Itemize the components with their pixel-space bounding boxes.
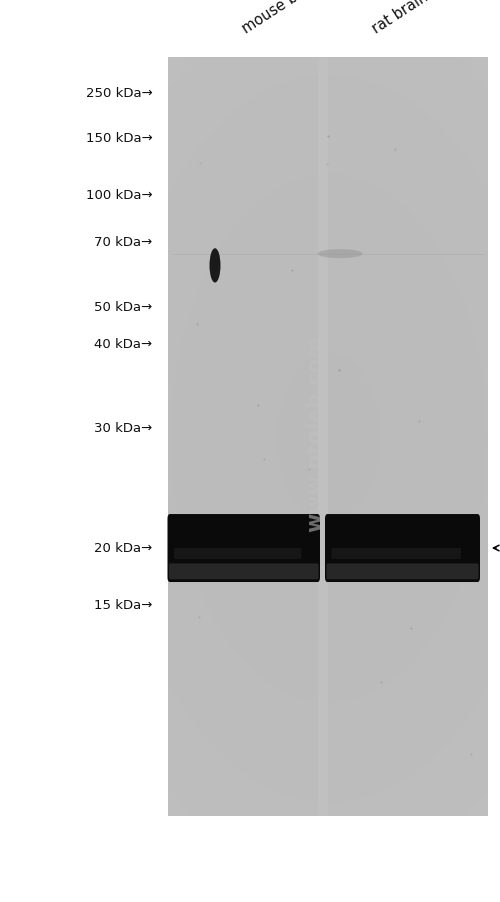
FancyBboxPatch shape — [326, 564, 478, 580]
Text: 70 kDa→: 70 kDa→ — [94, 236, 152, 249]
Text: 30 kDa→: 30 kDa→ — [94, 422, 152, 435]
FancyBboxPatch shape — [169, 564, 318, 580]
Text: rat brain: rat brain — [370, 0, 430, 36]
Ellipse shape — [210, 249, 220, 283]
Text: mouse brain: mouse brain — [240, 0, 324, 36]
Text: 15 kDa→: 15 kDa→ — [94, 598, 152, 611]
Text: 100 kDa→: 100 kDa→ — [86, 189, 152, 201]
Ellipse shape — [318, 250, 362, 259]
FancyBboxPatch shape — [168, 514, 320, 583]
Text: 250 kDa→: 250 kDa→ — [86, 87, 152, 99]
FancyBboxPatch shape — [332, 548, 461, 559]
Text: 150 kDa→: 150 kDa→ — [86, 132, 152, 144]
Text: 50 kDa→: 50 kDa→ — [94, 300, 152, 313]
Bar — [318, 59, 328, 816]
FancyBboxPatch shape — [174, 548, 302, 559]
FancyBboxPatch shape — [325, 514, 480, 583]
Text: 20 kDa→: 20 kDa→ — [94, 541, 152, 554]
Text: 40 kDa→: 40 kDa→ — [94, 338, 152, 351]
Text: www.ptglab.com: www.ptglab.com — [305, 335, 325, 531]
